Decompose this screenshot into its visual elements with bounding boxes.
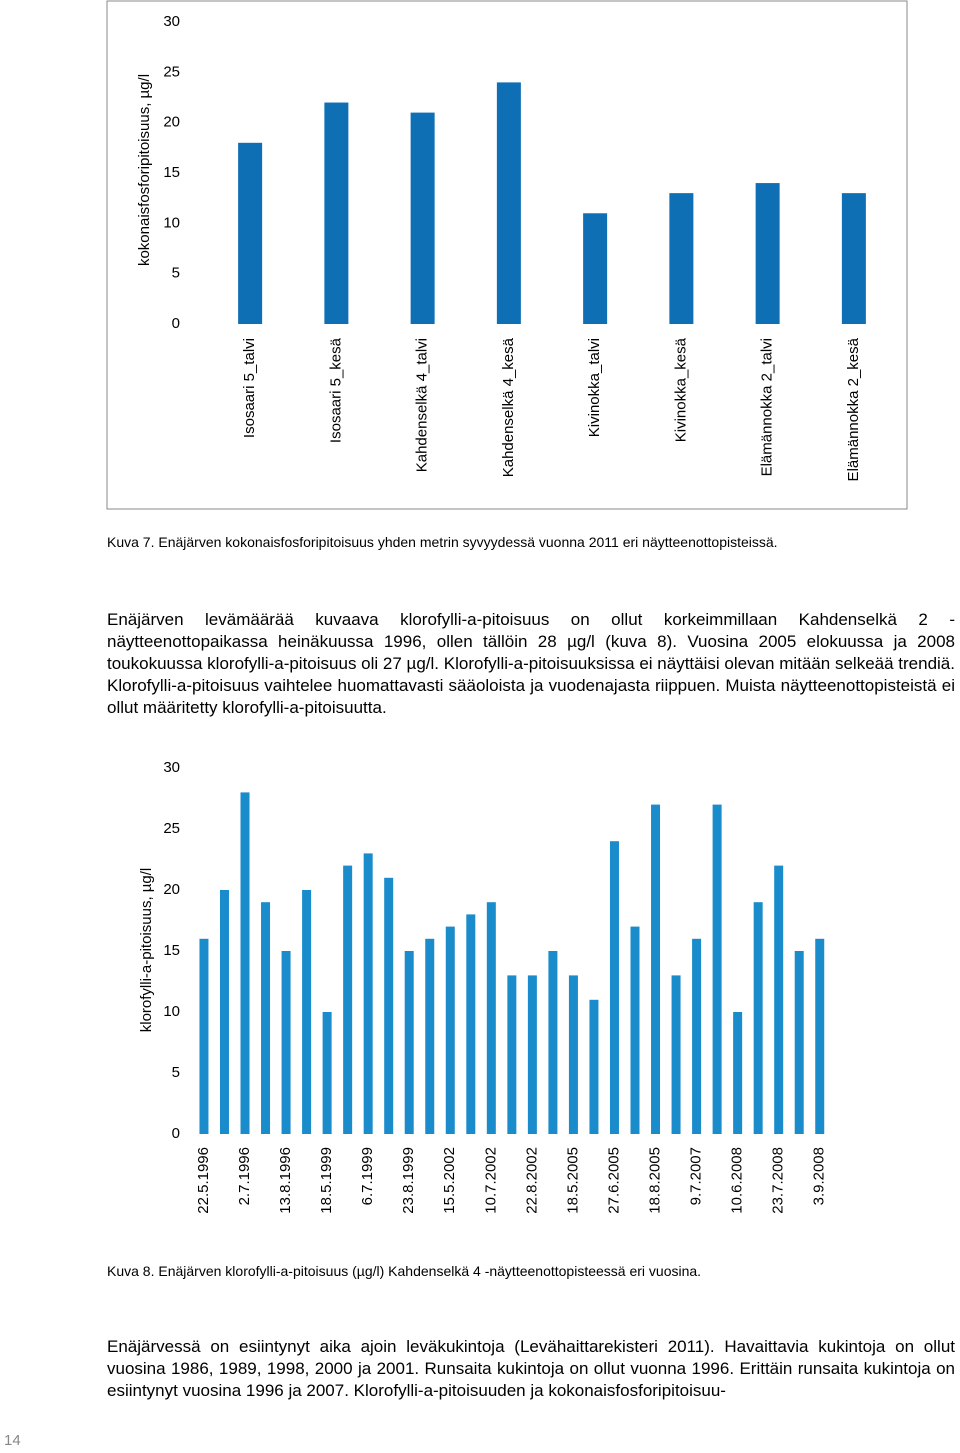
y-tick-label: 30 [163, 759, 180, 776]
x-tick-label: Isosaari 5_talvi [241, 338, 258, 438]
bar [343, 865, 353, 1134]
y-axis-label: kokonaisfosforipitoisuus, µg/l [136, 74, 153, 266]
x-tick-label: 23.8.1999 [400, 1147, 417, 1214]
x-tick-label: 9.7.2007 [688, 1147, 705, 1205]
x-tick-label: 13.8.1996 [277, 1147, 294, 1214]
x-tick-label: 23.7.2008 [770, 1147, 787, 1214]
bar [630, 926, 640, 1134]
bar [755, 183, 780, 324]
x-tick-label: 10.7.2002 [482, 1147, 499, 1214]
y-tick-label: 15 [163, 942, 180, 959]
x-tick-label: 10.6.2008 [729, 1147, 746, 1214]
x-tick-label: Kahdenselkä 4_talvi [414, 338, 431, 472]
y-tick-label: 5 [172, 265, 180, 282]
bar [548, 951, 558, 1134]
bar [240, 792, 250, 1134]
bar [384, 877, 394, 1134]
x-tick-label: 27.6.2005 [605, 1147, 622, 1214]
bar [794, 951, 804, 1134]
y-axis-label: klorofylli-a-pitoisuus, µg/l [138, 868, 155, 1033]
y-tick-label: 20 [163, 114, 180, 131]
bar [302, 890, 312, 1134]
y-tick-label: 0 [172, 315, 180, 332]
x-tick-label: 18.8.2005 [646, 1147, 663, 1214]
bar [281, 951, 291, 1134]
bar [568, 975, 578, 1134]
bar [425, 938, 435, 1134]
x-tick-label: 18.5.2005 [564, 1147, 581, 1214]
paragraph: Enäjärvessä on esiintynyt aika ajoin lev… [107, 1337, 955, 1400]
x-tick-label: 18.5.1999 [318, 1147, 335, 1214]
bar [322, 1012, 332, 1134]
y-tick-label: 5 [172, 1064, 180, 1081]
x-tick-label: Isosaari 5_kesä [327, 337, 344, 443]
bar [527, 975, 537, 1134]
bar [671, 975, 681, 1134]
bar [692, 938, 702, 1134]
x-tick-label: 22.8.2002 [523, 1147, 540, 1214]
bar [583, 213, 608, 324]
bar [496, 82, 521, 325]
caption: Kuva 7. Enäjärven kokonaisfosforipitoisu… [107, 534, 778, 550]
bar [841, 193, 866, 324]
y-tick-label: 20 [163, 881, 180, 898]
x-tick-label: 6.7.1999 [359, 1147, 376, 1205]
caption: Kuva 8. Enäjärven klorofylli-a-pitoisuus… [107, 1263, 702, 1279]
bar [651, 804, 661, 1134]
bar [774, 865, 784, 1134]
y-tick-label: 25 [163, 820, 180, 837]
chart-frame [106, 0, 908, 510]
bar [404, 951, 414, 1134]
bar [466, 914, 476, 1134]
bar [199, 938, 209, 1134]
x-tick-label: Kivinokka_kesä [672, 337, 689, 442]
x-tick-label: 15.5.2002 [441, 1147, 458, 1214]
y-tick-label: 10 [163, 1003, 180, 1020]
y-tick-label: 15 [163, 164, 180, 181]
bar [507, 975, 517, 1134]
bar [261, 902, 271, 1134]
bar [363, 853, 373, 1134]
bar [589, 999, 599, 1134]
y-tick-label: 25 [163, 63, 180, 80]
y-tick-label: 0 [172, 1125, 180, 1142]
x-tick-label: Kivinokka_talvi [586, 338, 603, 437]
bar [219, 890, 229, 1134]
page-number: 14 [4, 1432, 21, 1449]
y-tick-label: 10 [163, 214, 180, 231]
bar [324, 102, 349, 325]
bar [445, 926, 455, 1134]
bar [815, 938, 825, 1134]
bar [410, 112, 435, 324]
bar [712, 804, 722, 1134]
y-tick-label: 30 [163, 13, 180, 30]
bar [486, 902, 496, 1134]
x-tick-label: 2.7.1996 [236, 1147, 253, 1205]
paragraph: Enäjärven levämäärää kuvaava klorofylli-… [107, 610, 955, 717]
bar [609, 841, 619, 1134]
bar [669, 193, 694, 324]
bar [753, 902, 763, 1134]
bar [238, 142, 263, 324]
x-tick-label: 22.5.1996 [195, 1147, 212, 1214]
x-tick-label: Elämännokka 2_kesä [845, 337, 862, 481]
x-tick-label: 3.9.2008 [811, 1147, 828, 1205]
x-tick-label: Kahdenselkä 4_kesä [500, 337, 517, 477]
bar [733, 1012, 743, 1134]
x-tick-label: Elämännokka 2_talvi [759, 338, 776, 476]
